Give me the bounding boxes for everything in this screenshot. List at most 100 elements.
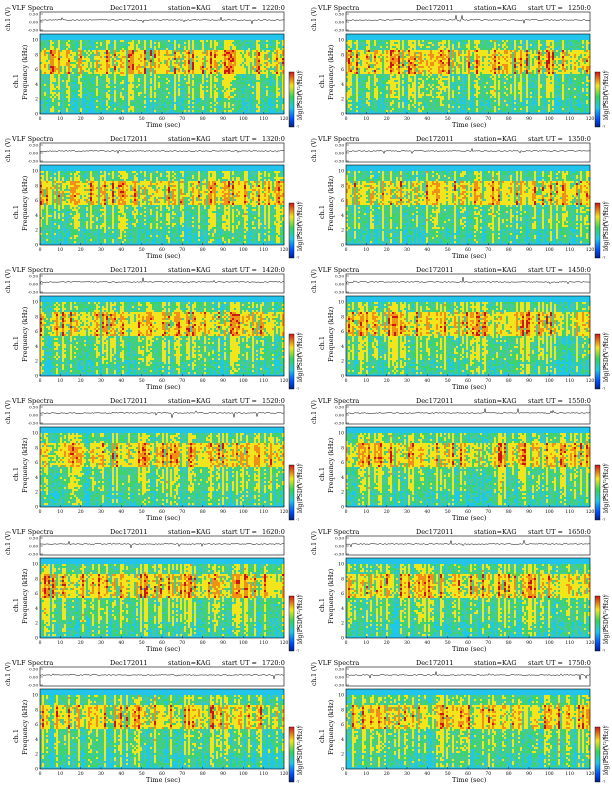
spectrogram-cell	[370, 108, 373, 111]
spectrogram-cell	[180, 84, 183, 87]
spectrogram-cell	[246, 110, 249, 113]
spectrogram-cell	[90, 88, 93, 91]
spectrogram-cell	[114, 60, 117, 63]
spectrogram-cell	[230, 72, 233, 75]
spectrogram-cell	[152, 86, 155, 89]
spectrogram-cell	[368, 92, 371, 95]
spectrogram-cell	[106, 52, 109, 55]
spectrogram-cell	[186, 100, 189, 103]
spectrogram-cell	[266, 102, 269, 105]
spectrogram-cell	[188, 72, 191, 75]
spectrogram-cell	[246, 64, 249, 67]
spectrogram-cell	[156, 48, 159, 51]
spectrogram-cell	[180, 60, 183, 63]
spectrogram-cell	[192, 96, 195, 99]
spectrogram-cell	[144, 104, 147, 107]
spectrogram-cell	[108, 78, 111, 81]
spectrogram-cell	[146, 100, 149, 103]
spectrogram-cell	[354, 98, 357, 101]
spectrogram-cell	[142, 110, 145, 113]
spectrogram-cell	[70, 82, 73, 85]
spectrogram-cell	[154, 96, 157, 99]
spectrogram-cell	[260, 66, 263, 69]
spectrogram-cell	[188, 106, 191, 109]
spectrogram-cell	[360, 56, 363, 59]
spectrogram-cell	[72, 92, 75, 95]
spectrogram-cell	[228, 104, 231, 107]
spectrogram-cell	[374, 72, 377, 75]
spectrogram-cell	[144, 108, 147, 111]
spectrogram-cell	[276, 104, 279, 107]
spectrogram-cell	[174, 40, 177, 43]
spectrogram-cell	[364, 98, 367, 101]
spectrogram-cell	[226, 60, 229, 63]
spectrogram-cell	[80, 84, 83, 87]
spectrogram-cell	[280, 76, 283, 79]
spectrogram-cell	[52, 78, 55, 81]
spectrogram-cell	[186, 96, 189, 99]
spectrogram-cell	[272, 68, 275, 71]
spectrogram-cell	[210, 50, 213, 53]
spectrogram-cell	[214, 44, 217, 47]
spectrogram-cell	[350, 58, 353, 61]
spectrogram-cell	[52, 54, 55, 57]
spectrogram-cell	[94, 40, 97, 43]
spectrogram-cell	[222, 90, 225, 93]
spectrogram-cell	[220, 64, 223, 67]
spectrogram-cell	[254, 78, 257, 81]
spectrogram-cell	[194, 76, 197, 79]
spectrogram-cell	[80, 104, 83, 107]
spectrogram-cell	[214, 52, 217, 55]
spectrogram-cell	[172, 94, 175, 97]
spectrogram-cell	[170, 102, 173, 105]
spectrogram-cell	[42, 50, 45, 53]
spectrogram-cell	[256, 48, 259, 51]
spectrogram-cell	[368, 56, 371, 59]
spectrogram-cell	[196, 106, 199, 109]
spectrogram-cell	[280, 44, 283, 47]
spectrogram-cell	[144, 64, 147, 67]
spectrogram-cell	[162, 76, 165, 79]
spectrogram-cell	[108, 82, 111, 85]
spectrogram-cell	[158, 106, 161, 109]
spectrogram-cell	[78, 80, 81, 83]
spectrogram-cell	[200, 92, 203, 95]
spectrogram-cell	[70, 100, 73, 103]
spectrogram-cell	[44, 52, 47, 55]
spectrogram-cell	[210, 90, 213, 93]
spectrogram-cell	[216, 42, 219, 45]
spectrogram-cell	[100, 56, 103, 59]
spectrogram-cell	[106, 104, 109, 107]
spectrogram-cell	[130, 84, 133, 87]
spectrogram-cell	[354, 40, 357, 43]
spectrogram-cell	[64, 104, 67, 107]
spectrogram-cell	[240, 90, 243, 93]
spectrogram-cell	[348, 74, 351, 77]
spectrogram-cell	[96, 60, 99, 63]
spectrogram-cell	[222, 50, 225, 53]
spectrogram-cell	[114, 74, 117, 77]
spectrogram-cell	[192, 102, 195, 105]
spectrogram-cell	[72, 102, 75, 105]
spectrogram-cell	[58, 58, 61, 61]
spectrogram-cell	[142, 72, 145, 75]
spectrogram-cell	[356, 50, 359, 53]
spectrogram-cell	[374, 74, 377, 77]
spectrogram-cell	[188, 66, 191, 69]
spectrogram-cell	[268, 110, 271, 113]
spectrogram-cell	[260, 48, 263, 51]
spectrogram-cell	[254, 102, 257, 105]
spectrogram-cell	[226, 44, 229, 47]
spectrogram-cell	[166, 106, 169, 109]
spectrogram-cell	[70, 92, 73, 95]
spectrogram-cell	[138, 50, 141, 53]
spectrogram-cell	[162, 68, 165, 71]
spectrogram-cell	[130, 50, 133, 53]
spectrogram-cell	[190, 70, 193, 73]
spectrogram-cell	[110, 46, 113, 49]
spectrogram-cell	[196, 70, 199, 73]
spectrogram-cell	[164, 78, 167, 81]
spectrogram-cell	[210, 94, 213, 97]
spectrogram-cell	[278, 56, 281, 59]
spectrogram-cell	[250, 100, 253, 103]
